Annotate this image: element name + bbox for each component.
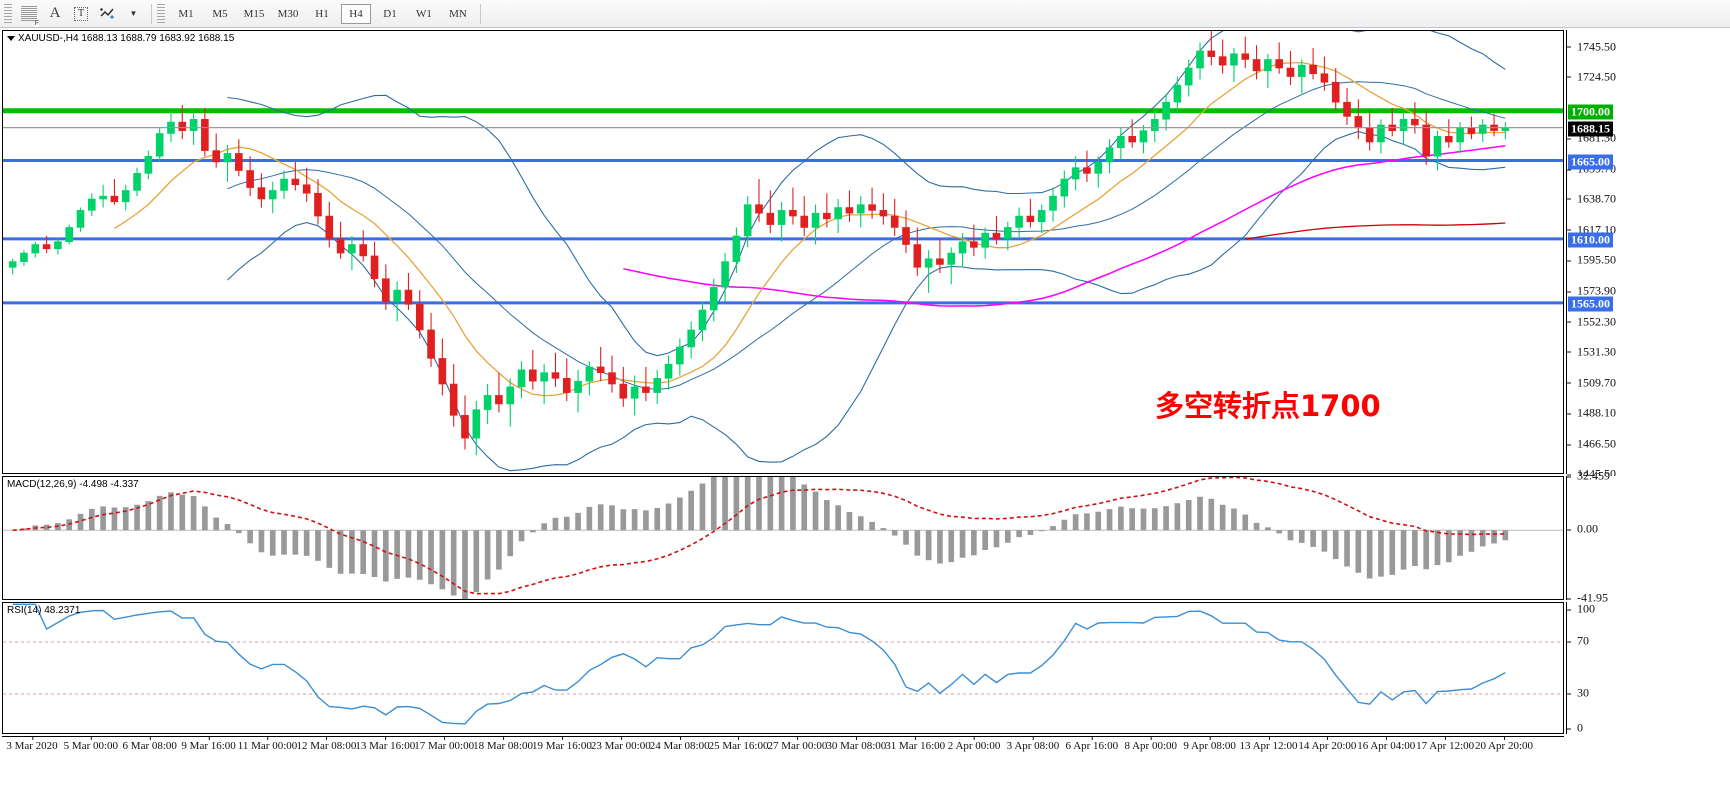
time-label: 3 Mar 2020 [6,736,58,752]
timeframe-h4[interactable]: H4 [341,3,371,24]
rsi-tick: 100 [1567,602,1595,617]
ma-slow-line [1245,222,1506,240]
timeframe-m1[interactable]: M1 [178,7,194,20]
time-label: 19 Mar 16:00 [531,736,592,752]
price-tick: 1466.50 [1567,437,1616,452]
time-label: 11 Mar 00:00 [237,736,298,752]
price-tick: 1509.70 [1567,375,1616,390]
bollinger-upper [227,31,1506,357]
price-tag-1610.00[interactable]: 1610.00 [1568,232,1613,248]
price-tick: 1531.30 [1567,344,1616,359]
text-a-icon[interactable]: A [49,5,61,21]
price-tag-1700.00[interactable]: 1700.00 [1568,104,1613,120]
macd-scale[interactable]: 32.459 0.00 -41.95 [1566,469,1730,605]
timeframe-w1[interactable]: W1 [416,7,432,20]
time-label: 31 Mar 16:00 [885,736,946,752]
time-label: 12 Mar 08:00 [296,736,357,752]
price-tick: 1638.70 [1567,191,1616,206]
toolbar-grip[interactable] [4,3,12,24]
toolbar-separator-2 [480,3,481,24]
chart-annotation-text[interactable]: 多空转折点1700 [1155,389,1381,423]
macd-tick: 0.00 [1567,522,1598,537]
time-label: 18 Mar 08:00 [473,736,533,752]
time-label: 6 Mar 08:00 [122,736,177,752]
price-scale[interactable]: 1745.501724.501681.301659.701638.701617.… [1566,30,1730,481]
rsi-tick: 0 [1567,721,1583,736]
time-label: 9 Apr 08:00 [1183,736,1236,752]
main-toolbar: A T ▼ M1 M5 M15 M30 H1 H4 D1 W1 MN [0,0,1730,28]
macd-plot [3,477,1563,599]
time-label: 14 Apr 20:00 [1298,736,1357,752]
toolbar-separator [151,3,152,24]
timeframe-m30[interactable]: M30 [277,7,299,20]
time-label: 9 Mar 16:00 [181,736,236,752]
time-label: 6 Apr 16:00 [1065,736,1119,752]
price-tag-1565.00[interactable]: 1565.00 [1568,296,1613,312]
macd-panel[interactable]: MACD(12,26,9) -4.498 -4.337 [2,476,1564,600]
time-label: 5 Mar 00:00 [63,736,119,752]
price-tick: 1745.50 [1567,39,1616,54]
rsi-tick: 70 [1567,634,1589,649]
price-tick: 1552.30 [1567,314,1616,329]
time-label: 13 Apr 12:00 [1239,736,1298,752]
price-tag-1665.00[interactable]: 1665.00 [1568,154,1613,170]
rsi-tick: 30 [1567,686,1589,701]
time-label: 17 Apr 12:00 [1416,736,1475,752]
crosshair-f-icon[interactable] [16,3,42,27]
time-axis[interactable]: 3 Mar 2020 5 Mar 00:00 6 Mar 08:00 9 Mar 16… [2,736,1564,760]
timeframe-m15[interactable]: M15 [243,7,265,20]
time-label: 23 Mar 00:00 [590,736,651,752]
price-tick: 1573.90 [1567,284,1616,299]
rsi-plot [3,603,1563,725]
time-label: 20 Apr 20:00 [1474,736,1534,752]
time-label: 8 Apr 00:00 [1124,736,1177,752]
time-label: 25 Mar 16:00 [708,736,769,752]
timeframe-mn[interactable]: MN [449,7,467,20]
ma-fast-line [114,61,1506,397]
rsi-panel[interactable]: RSI(14) 48.2371 [2,602,1564,734]
price-tick: 1724.50 [1567,69,1616,84]
timeframe-d1[interactable]: D1 [383,7,397,20]
rsi-line [12,603,1506,725]
macd-signal-line [12,477,1506,595]
price-panel-header: XAUUSD-,H4 1688.13 1688.79 1683.92 1688.… [7,33,234,44]
time-label: 17 Mar 00:00 [414,736,475,752]
collapse-arrow-icon[interactable] [7,35,15,41]
time-label: 13 Mar 16:00 [355,736,416,752]
macd-tick: -41.95 [1567,591,1608,606]
time-label: 30 Mar 08:00 [826,736,887,752]
timeframe-m5[interactable]: M5 [212,7,228,20]
rsi-scale[interactable]: 100 70 30 0 [1566,602,1730,736]
price-plot [3,31,1563,472]
time-label: 24 Mar 08:00 [649,736,710,752]
text-label-icon[interactable]: T [68,3,94,25]
time-label: 2 Apr 00:00 [947,736,1001,752]
macd-panel-header: MACD(12,26,9) -4.498 -4.337 [7,479,139,490]
bollinger-middle [227,81,1506,390]
ma-mid-line [623,144,1506,307]
timeframe-h1[interactable]: H1 [315,7,329,20]
time-label: 3 Apr 08:00 [1006,736,1060,752]
macd-histogram [21,477,1509,599]
price-tick: 1488.10 [1567,406,1616,421]
timeframe-bar: M1 M5 M15 M30 H1 H4 D1 W1 MN [169,3,475,24]
price-tick: 1595.50 [1567,253,1616,268]
time-label: 16 Apr 04:00 [1357,736,1416,752]
rsi-panel-header: RSI(14) 48.2371 [7,605,81,616]
objects-dropdown-caret[interactable]: ▼ [129,9,138,18]
macd-tick: 32.459 [1567,469,1610,484]
timeframe-grip[interactable] [157,3,165,24]
candle-series [8,31,1510,456]
price-chart-panel[interactable]: XAUUSD-,H4 1688.13 1688.79 1683.92 1688.… [2,30,1564,474]
time-label: 27 Mar 00:00 [767,736,828,752]
objects-icon[interactable] [94,3,120,25]
chart-area: XAUUSD-,H4 1688.13 1688.79 1683.92 1688.… [0,28,1730,792]
price-tag-1688.15[interactable]: 1688.15 [1568,121,1613,137]
